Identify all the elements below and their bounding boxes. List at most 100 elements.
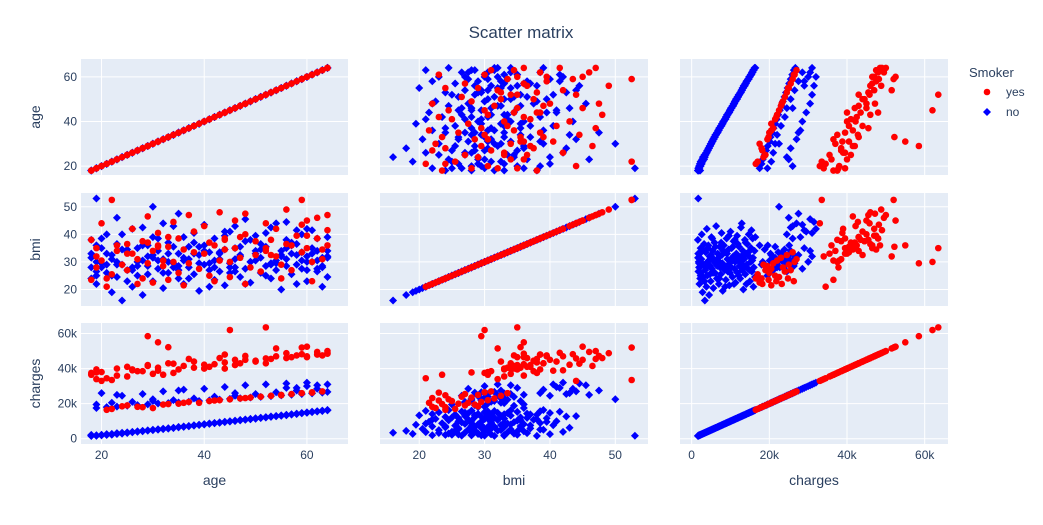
- point-yes: [520, 353, 528, 361]
- point-yes: [752, 275, 760, 282]
- point-no: [721, 282, 730, 291]
- point-yes: [549, 367, 557, 374]
- point-no: [800, 226, 809, 235]
- point-yes: [507, 370, 515, 378]
- point-no: [695, 259, 704, 268]
- legend-item-yes[interactable]: yes: [983, 85, 1025, 99]
- point-no: [123, 277, 132, 286]
- point-no: [709, 284, 718, 293]
- point-yes: [559, 149, 567, 156]
- point-yes: [144, 362, 152, 370]
- legend-marker-no: [983, 108, 991, 116]
- point-no: [102, 230, 111, 239]
- point-yes: [277, 84, 285, 92]
- point-yes: [789, 248, 796, 256]
- point-yes: [901, 138, 909, 145]
- point-yes: [139, 237, 146, 245]
- point-yes: [843, 365, 851, 372]
- point-yes: [752, 406, 760, 414]
- point-yes: [231, 217, 239, 224]
- point-yes: [262, 324, 270, 331]
- point-yes: [865, 124, 872, 132]
- point-no: [408, 429, 417, 438]
- point-yes: [87, 276, 95, 284]
- point-no: [292, 410, 301, 419]
- point-yes: [468, 369, 475, 376]
- point-no: [261, 228, 270, 237]
- point-no: [545, 408, 554, 417]
- point-no: [749, 282, 758, 291]
- point-yes: [837, 144, 845, 152]
- point-yes: [839, 229, 846, 237]
- point-yes: [226, 107, 234, 114]
- point-yes: [843, 109, 851, 116]
- point-no: [231, 417, 240, 426]
- point-yes: [579, 356, 586, 364]
- point-no: [112, 430, 121, 439]
- point-no: [585, 155, 594, 164]
- point-yes: [494, 86, 501, 94]
- point-yes: [527, 115, 534, 123]
- point-no: [706, 277, 715, 286]
- point-yes: [164, 243, 172, 251]
- point-yes: [834, 167, 841, 174]
- point-yes: [863, 231, 870, 238]
- point-yes: [185, 211, 193, 219]
- point-yes: [595, 352, 603, 360]
- point-yes: [134, 147, 141, 154]
- point-no: [210, 256, 219, 265]
- point-yes: [778, 280, 786, 288]
- point-yes: [236, 233, 244, 241]
- y-tick-label-bmi: 50: [64, 200, 78, 214]
- point-yes: [428, 100, 436, 107]
- point-yes: [175, 129, 182, 136]
- panels: [81, 59, 948, 444]
- point-yes: [313, 235, 321, 242]
- point-yes: [164, 360, 172, 367]
- point-yes: [226, 273, 234, 281]
- point-no: [441, 422, 450, 431]
- y-tick-label-charges: 0: [70, 432, 77, 446]
- points-age-vs-bmi: [389, 63, 639, 175]
- point-no: [775, 139, 784, 148]
- point-yes: [830, 136, 837, 143]
- point-no: [516, 124, 525, 133]
- point-yes: [820, 375, 828, 383]
- point-no: [189, 270, 198, 279]
- point-yes: [592, 64, 600, 72]
- point-yes: [481, 71, 488, 78]
- point-yes: [93, 165, 100, 172]
- legend[interactable]: Smoker yes no: [969, 65, 1025, 119]
- point-yes: [283, 240, 290, 248]
- point-no: [800, 383, 809, 392]
- point-no: [769, 148, 778, 157]
- point-no: [705, 270, 714, 279]
- point-yes: [262, 360, 270, 367]
- point-yes: [859, 122, 866, 130]
- point-yes: [536, 129, 544, 136]
- point-no: [811, 72, 820, 81]
- point-no: [794, 251, 803, 260]
- point-yes: [93, 253, 100, 260]
- point-no: [500, 128, 509, 137]
- point-no: [493, 380, 502, 389]
- point-yes: [180, 246, 187, 253]
- point-yes: [865, 236, 872, 244]
- point-yes: [901, 242, 909, 249]
- point-yes: [149, 279, 157, 286]
- point-no: [231, 389, 240, 398]
- point-yes: [242, 394, 249, 402]
- point-yes: [592, 211, 600, 219]
- legend-item-no[interactable]: no: [983, 105, 1020, 119]
- point-no: [231, 263, 240, 272]
- point-yes: [180, 282, 187, 289]
- point-no: [729, 279, 738, 288]
- point-yes: [252, 95, 259, 103]
- point-no: [500, 133, 509, 142]
- point-no: [246, 257, 255, 266]
- point-no: [695, 166, 704, 175]
- point-no: [771, 242, 780, 251]
- point-yes: [216, 354, 223, 362]
- point-yes: [510, 66, 518, 74]
- point-yes: [781, 268, 789, 275]
